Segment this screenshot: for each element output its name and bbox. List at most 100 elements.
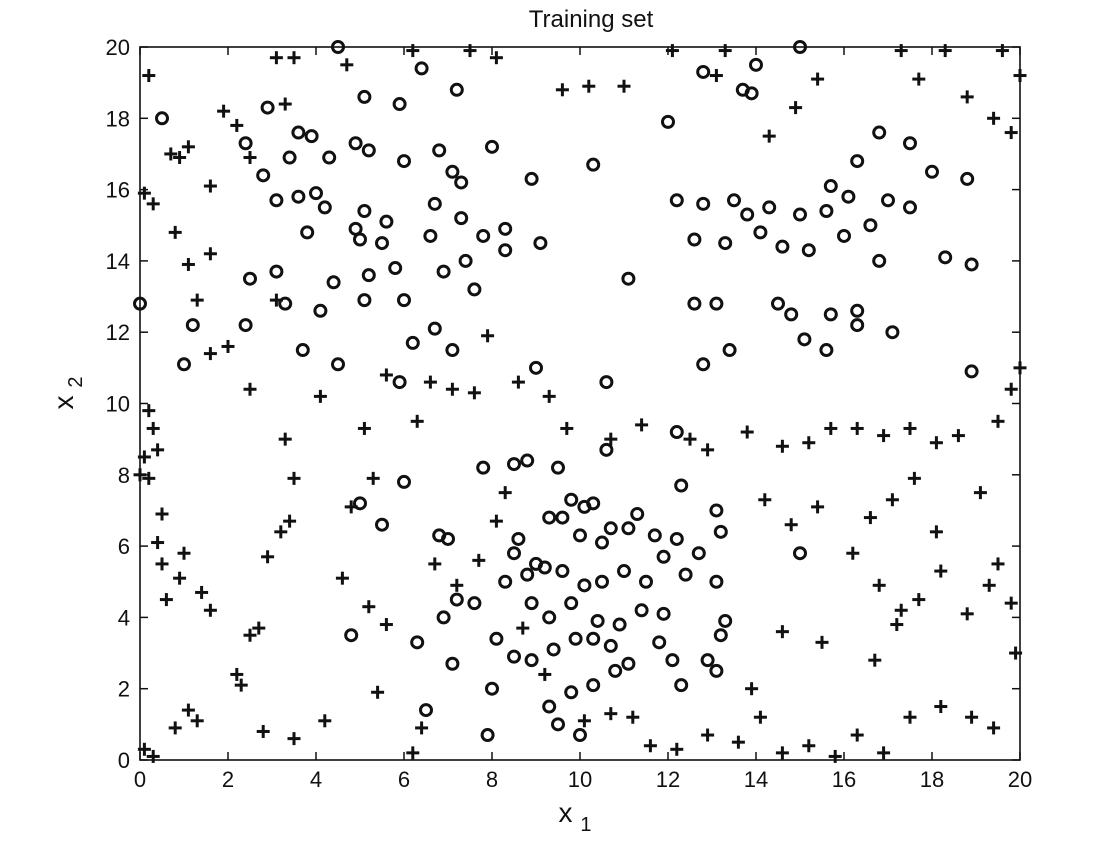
plus-marker xyxy=(181,140,195,154)
plus-marker xyxy=(467,386,481,400)
plus-marker xyxy=(261,550,275,564)
plus-marker xyxy=(683,432,697,446)
plus-marker xyxy=(173,151,187,165)
circle-marker xyxy=(238,318,253,333)
circle-marker xyxy=(775,239,790,254)
circle-marker xyxy=(317,200,332,215)
plus-marker xyxy=(168,225,182,239)
x-axis-label: x 1 xyxy=(559,797,592,836)
plus-marker xyxy=(379,368,393,382)
circle-marker xyxy=(573,528,587,543)
circle-marker xyxy=(713,628,728,643)
circle-marker xyxy=(357,89,372,104)
plus-marker xyxy=(181,703,195,717)
circle-marker xyxy=(357,203,372,218)
plus-marker xyxy=(278,97,292,111)
plus-marker xyxy=(450,578,464,592)
circle-marker xyxy=(678,567,693,582)
plus-marker xyxy=(489,514,503,528)
circle-marker xyxy=(520,567,535,582)
circle-marker xyxy=(564,596,579,611)
circle-marker xyxy=(634,603,649,618)
circle-marker xyxy=(722,343,737,358)
circle-marker xyxy=(480,728,495,743)
circle-marker xyxy=(964,364,979,379)
circle-marker xyxy=(793,546,807,561)
circle-marker xyxy=(507,649,521,664)
circle-marker xyxy=(674,678,689,693)
plus-marker xyxy=(177,546,191,560)
circle-marker xyxy=(555,564,570,579)
plus-marker xyxy=(243,382,257,396)
plus-marker xyxy=(511,375,525,389)
circle-marker xyxy=(573,728,587,743)
plus-marker xyxy=(877,429,891,443)
circle-marker xyxy=(291,125,306,140)
plus-marker xyxy=(775,439,789,453)
circle-marker xyxy=(586,496,601,511)
tick-marks xyxy=(139,46,1021,761)
y-tick-label: 14 xyxy=(106,249,130,274)
plus-marker xyxy=(1013,361,1027,375)
circle-marker xyxy=(823,179,838,194)
plus-marker xyxy=(811,500,825,514)
plus-marker xyxy=(903,421,917,435)
circle-marker xyxy=(348,136,363,151)
plus-marker xyxy=(872,578,886,592)
plus-marker xyxy=(643,739,657,753)
x-tick-label: 0 xyxy=(134,767,146,792)
circle-marker xyxy=(498,243,513,258)
plus-marker xyxy=(243,628,257,642)
circle-marker xyxy=(256,168,271,183)
circle-marker xyxy=(652,635,667,650)
circle-marker xyxy=(388,261,403,276)
circle-marker xyxy=(524,653,539,668)
y-tick-label: 0 xyxy=(118,748,130,773)
circle-marker xyxy=(326,275,341,290)
circle-marker xyxy=(823,307,838,322)
plus-marker xyxy=(344,500,358,514)
x-axis-label-main: x xyxy=(559,797,573,828)
circle-marker xyxy=(295,343,310,358)
x-tick-label: 18 xyxy=(920,767,944,792)
plus-marker xyxy=(203,347,217,361)
plus-marker xyxy=(173,571,187,585)
circle-marker xyxy=(243,271,257,286)
circle-marker xyxy=(551,460,565,475)
plus-marker xyxy=(784,518,798,532)
circle-marker xyxy=(938,250,953,265)
circle-marker xyxy=(740,207,755,222)
plus-marker xyxy=(802,436,816,450)
plus-marker xyxy=(912,593,926,607)
circle-marker xyxy=(476,228,491,243)
circle-marker xyxy=(903,136,917,151)
plus-marker xyxy=(463,44,477,58)
plus-marker xyxy=(318,714,332,728)
x-tick-labels: 0 2 4 6 8 10 12 14 16 18 20 xyxy=(134,767,1032,792)
circle-marker xyxy=(744,86,759,101)
circle-marker xyxy=(771,296,785,311)
plus-marker xyxy=(133,468,147,482)
plus-marker xyxy=(155,507,169,521)
plus-marker xyxy=(269,293,283,307)
circle-marker xyxy=(507,457,521,472)
y-tick-label: 6 xyxy=(118,534,130,559)
circle-marker xyxy=(713,524,728,539)
plus-marker xyxy=(379,618,393,632)
plus-marker xyxy=(863,511,877,525)
circle-marker xyxy=(432,143,447,158)
plus-marker xyxy=(894,603,908,617)
plus-marker xyxy=(142,69,156,83)
circle-marker xyxy=(608,663,623,678)
circle-marker xyxy=(700,653,715,668)
plus-marker xyxy=(987,721,1001,735)
circle-marker xyxy=(476,460,491,475)
circle-marker xyxy=(454,211,469,226)
plus-marker xyxy=(745,682,759,696)
plus-marker xyxy=(789,101,803,115)
circle-marker xyxy=(850,154,865,169)
circle-marker xyxy=(793,207,807,222)
plus-marker xyxy=(903,710,917,724)
plus-marker xyxy=(982,578,996,592)
